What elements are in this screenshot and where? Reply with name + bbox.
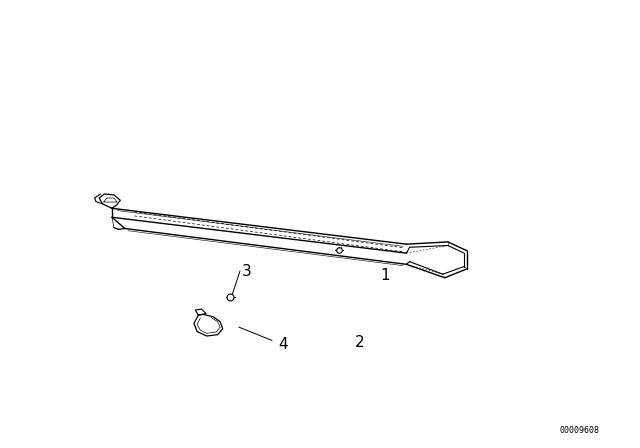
Text: 3: 3 xyxy=(242,263,252,279)
Text: 00009608: 00009608 xyxy=(559,426,599,435)
Text: 4: 4 xyxy=(278,336,288,352)
Text: 2: 2 xyxy=(355,335,365,350)
Text: 1: 1 xyxy=(381,268,390,283)
